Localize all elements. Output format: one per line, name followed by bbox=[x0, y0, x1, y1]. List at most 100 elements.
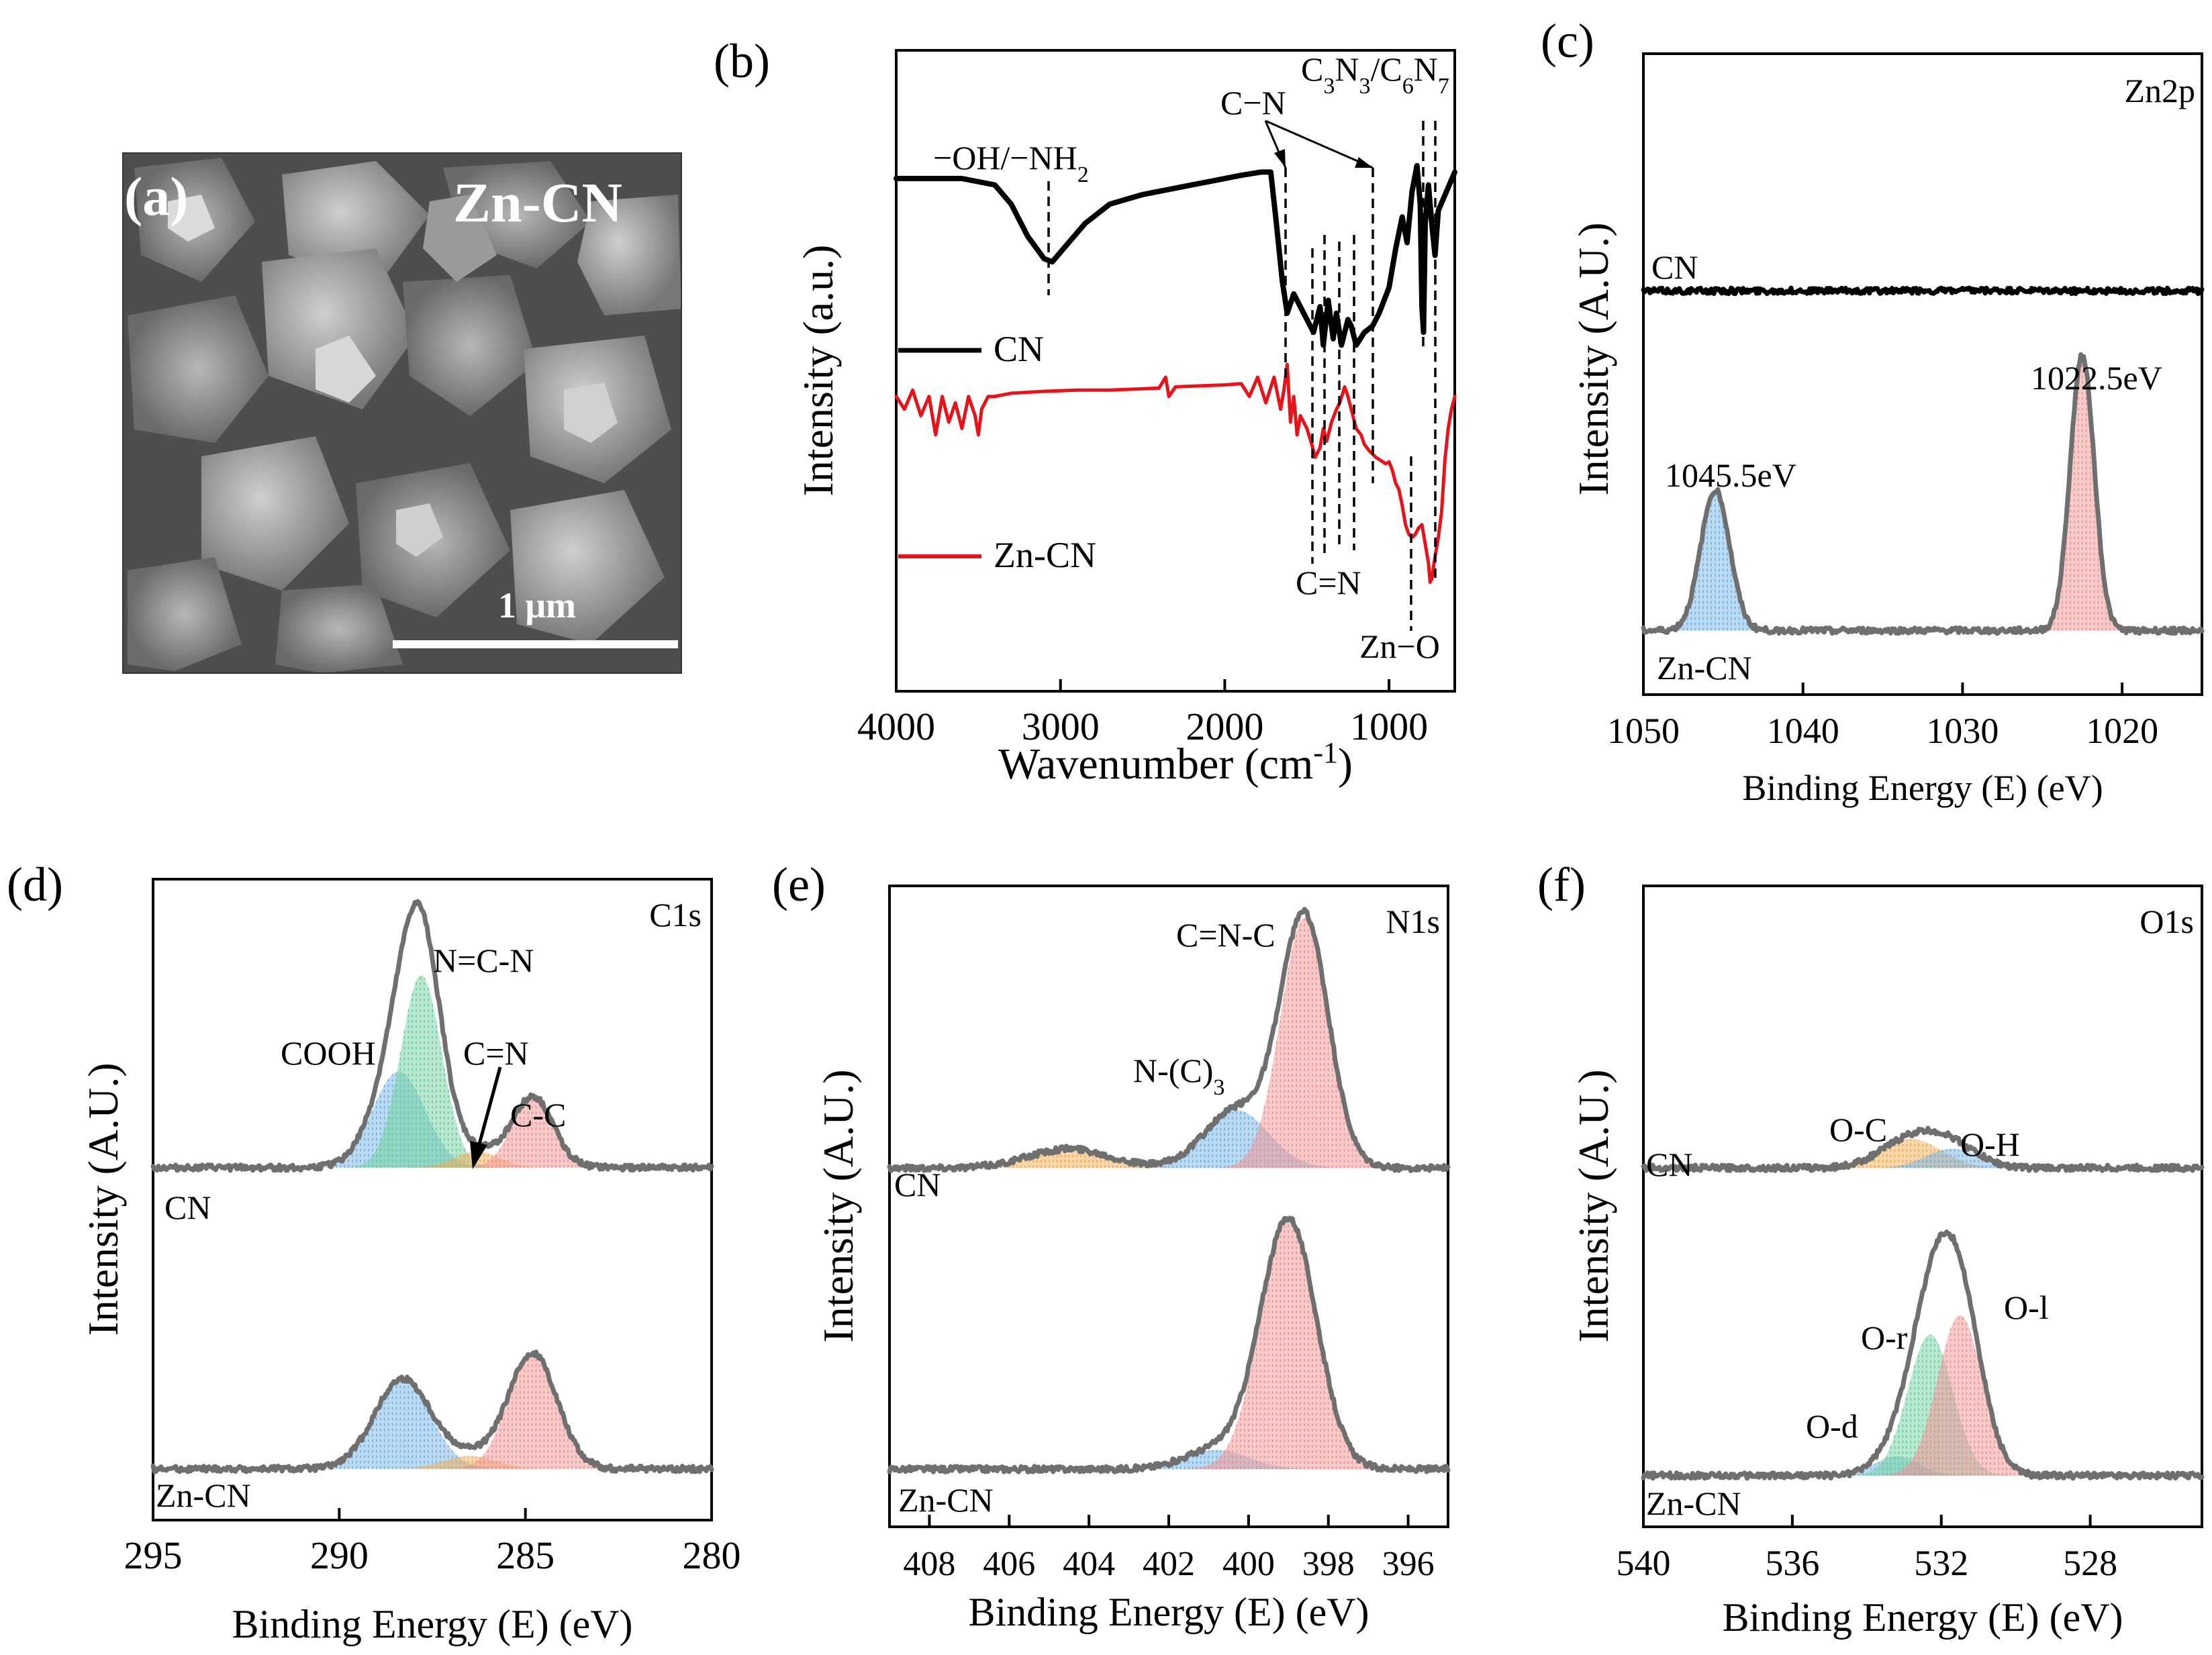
panel-c-xtick-label-1050: 1050 bbox=[1607, 711, 1680, 751]
ann-c-eq-n: C=N bbox=[1296, 564, 1361, 601]
panel-f-cn-component-1 bbox=[1643, 1148, 2202, 1168]
panel-b-ylabel: Intensity (a.u.) bbox=[794, 245, 842, 497]
panel-e: (e) 408 406 404 402 400 398 396 N1s Binding En… bbox=[772, 858, 1451, 1634]
panel-e-xtick-label-396: 396 bbox=[1382, 1545, 1435, 1583]
panel-f-xtick-label-532: 532 bbox=[1914, 1543, 1968, 1583]
panel-a: (a) Zn-CN 1 μm bbox=[122, 152, 682, 674]
panel-e-series-zn-cn-label: Zn-CN bbox=[898, 1481, 994, 1519]
ann-arrowhead-1 bbox=[1274, 149, 1286, 168]
panel-a-label: (a) bbox=[124, 166, 189, 227]
panel-b-xtick-label-3000: 3000 bbox=[1022, 705, 1100, 748]
panel-d-cn-component-1 bbox=[153, 975, 712, 1168]
panel-d-cn-component-0 bbox=[153, 1071, 712, 1168]
panel-d-corner: C1s bbox=[649, 896, 702, 934]
ann-1022: 1022.5eV bbox=[2031, 359, 2162, 397]
ann-o-h: O-H bbox=[1960, 1125, 2020, 1163]
ann-zn-o: Zn−O bbox=[1359, 628, 1440, 665]
panel-c-plot bbox=[1641, 285, 2205, 636]
ann-arrowhead-2 bbox=[1355, 157, 1373, 168]
ann-cooh: COOH bbox=[281, 1034, 376, 1072]
panel-d-axes bbox=[152, 878, 713, 1521]
panel-e-xtick-label-406: 406 bbox=[983, 1545, 1035, 1583]
panel-f-axes bbox=[1642, 885, 2203, 1528]
ann-o-l: O-l bbox=[2004, 1289, 2049, 1326]
panel-f-series-cn-label: CN bbox=[1646, 1146, 1692, 1183]
sem-title: Zn-CN bbox=[453, 172, 622, 234]
panel-e-series-cn-label: CN bbox=[894, 1166, 941, 1203]
ann-c-c: C-C bbox=[510, 1096, 566, 1134]
panel-e-envelope-cn bbox=[887, 907, 1451, 1173]
panel-c-xtick-label-1040: 1040 bbox=[1767, 711, 1839, 751]
panel-c-series-cn-label: CN bbox=[1651, 248, 1698, 286]
panel-c-ticks: 1050 1040 1030 1020 bbox=[1607, 683, 2158, 751]
panel-b: (b) 4000 3000 2000 1000 Wavenumber (cm-1) I… bbox=[714, 34, 1457, 789]
ann-arrow-cn bbox=[476, 1066, 502, 1150]
panel-f-xtick-label-536: 536 bbox=[1765, 1543, 1819, 1583]
panel-c: (c) 1050 1040 1030 1020 Zn2p Binding Energy… bbox=[1541, 14, 2205, 808]
panel-d-series-zn-cn-label: Zn-CN bbox=[156, 1476, 251, 1514]
legend-zn-cn-label: Zn-CN bbox=[994, 535, 1096, 575]
sem-image bbox=[123, 153, 681, 673]
panel-c-zn-cn-component-0 bbox=[1643, 489, 2202, 631]
panel-d-label: (d) bbox=[7, 858, 63, 911]
panel-b-xtick-label-2000: 2000 bbox=[1186, 705, 1263, 748]
panel-f-series-zn-cn-label: Zn-CN bbox=[1646, 1485, 1741, 1522]
panel-f-ylabel: Intensity (A.U.) bbox=[1570, 1069, 1617, 1342]
panel-b-xlabel: Wavenumber (cm-1) bbox=[998, 736, 1353, 789]
panel-e-corner: N1s bbox=[1386, 903, 1440, 940]
panel-c-zn-cn-component-1 bbox=[1643, 354, 2202, 631]
ann-n-c3: N-(C)3 bbox=[1133, 1052, 1224, 1100]
ann-c-n-c: C=N-C bbox=[1176, 916, 1276, 954]
ann-arrow-2 bbox=[1265, 119, 1374, 169]
panel-d-plot bbox=[150, 899, 714, 1474]
panel-e-xtick-label-404: 404 bbox=[1063, 1545, 1115, 1583]
ann-n-c-n: N=C-N bbox=[433, 942, 534, 979]
panel-e-xtick-label-408: 408 bbox=[903, 1545, 955, 1583]
panel-c-envelope-cn bbox=[1641, 285, 2205, 297]
scale-bar-label: 1 μm bbox=[498, 585, 576, 625]
panel-e-label: (e) bbox=[772, 858, 826, 911]
panel-e-plot bbox=[887, 907, 1451, 1474]
panel-f-xtick-label-540: 540 bbox=[1617, 1543, 1671, 1583]
panel-c-corner: Zn2p bbox=[2124, 72, 2195, 109]
panel-c-label: (c) bbox=[1541, 14, 1594, 68]
panel-d-ylabel: Intensity (A.U.) bbox=[79, 1062, 127, 1336]
panel-f-cn-component-0 bbox=[1643, 1139, 2202, 1168]
legend-cn-label: CN bbox=[994, 329, 1044, 369]
panel-d-xtick-label-280: 280 bbox=[683, 1534, 741, 1577]
panel-d-series-cn-label: CN bbox=[164, 1189, 211, 1226]
panel-b-xtick-label-4000: 4000 bbox=[857, 705, 935, 748]
panel-e-ticks: 408 406 404 402 400 398 396 bbox=[903, 1515, 1435, 1583]
ann-arrowhead-cn bbox=[470, 1141, 487, 1169]
ann-o-d: O-d bbox=[1806, 1407, 1858, 1445]
panel-c-axes bbox=[1642, 52, 2203, 696]
ann-c-n: C−N bbox=[1220, 84, 1286, 121]
panel-f-envelope-cn bbox=[1641, 1125, 2205, 1173]
panel-c-envelope-zn-cn bbox=[1641, 352, 2205, 636]
panel-e-xtick-label-400: 400 bbox=[1222, 1545, 1275, 1583]
panel-c-xtick-label-1030: 1030 bbox=[1926, 711, 1999, 751]
panel-d-xtick-label-285: 285 bbox=[496, 1534, 555, 1577]
panel-e-cn-component-0 bbox=[889, 1148, 1448, 1168]
panel-e-ylabel: Intensity (A.U.) bbox=[814, 1069, 862, 1342]
panel-f-zn-cn-component-2 bbox=[1643, 1315, 2202, 1476]
panel-d-ticks: 295 290 285 280 bbox=[124, 1508, 741, 1577]
panel-d-xlabel: Binding Energy (E) (eV) bbox=[232, 1602, 632, 1646]
panel-d-xtick-label-290: 290 bbox=[310, 1534, 369, 1577]
panel-b-axes bbox=[895, 49, 1456, 693]
ann-c-eq-n-d: C=N bbox=[463, 1034, 529, 1072]
panel-c-xlabel: Binding Energy (E) (eV) bbox=[1742, 768, 2103, 808]
panel-f-zn-cn-component-0 bbox=[1643, 1456, 2202, 1476]
panel-b-dashes bbox=[1284, 121, 1437, 631]
panel-b-series-zn-cn bbox=[894, 362, 1457, 585]
panel-e-envelope-zn-cn bbox=[887, 1215, 1451, 1474]
panel-b-label: (b) bbox=[714, 34, 770, 88]
panel-e-zn-cn-component-1 bbox=[889, 1219, 1448, 1470]
ann-c3n3: C3N3/C6N7 bbox=[1301, 50, 1449, 99]
panel-f-plot bbox=[1641, 1125, 2205, 1481]
panel-d-envelope-zn-cn bbox=[150, 1349, 714, 1474]
panel-d-xtick-label-295: 295 bbox=[124, 1534, 183, 1577]
panel-f-xlabel: Binding Energy (E) (eV) bbox=[1722, 1595, 2123, 1640]
panel-d-envelope-cn bbox=[150, 899, 714, 1173]
